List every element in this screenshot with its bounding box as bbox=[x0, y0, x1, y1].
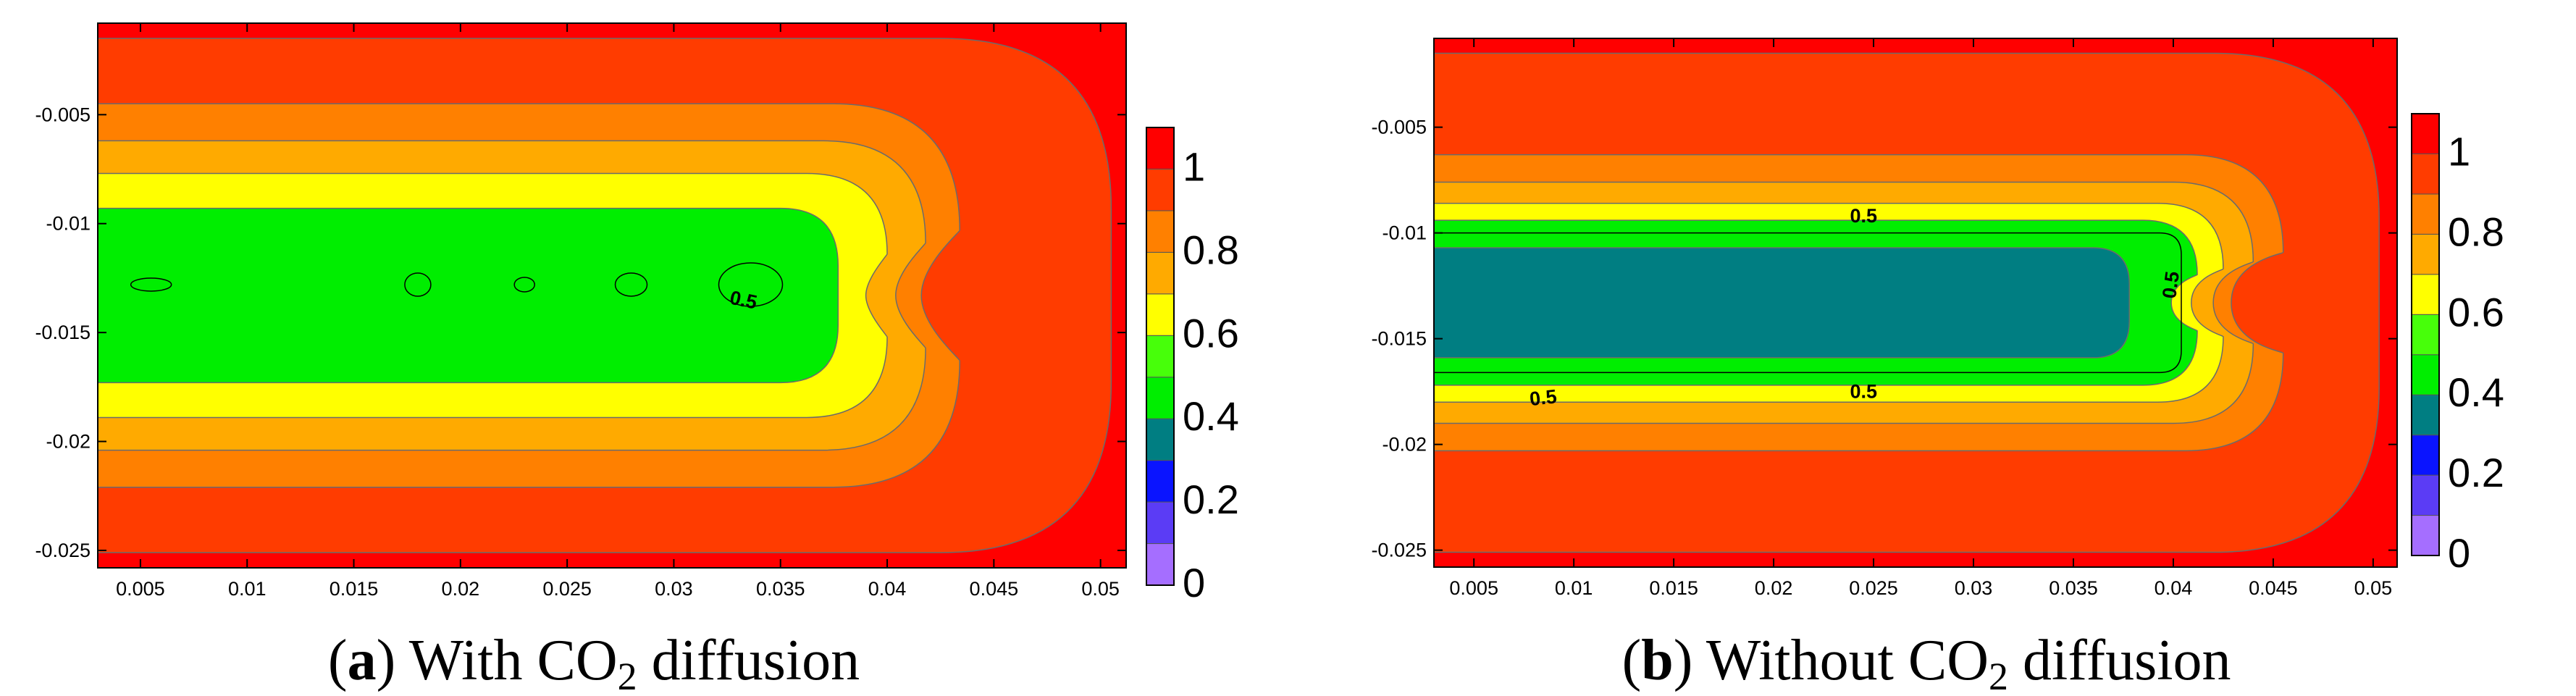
colorbar-swatch bbox=[2411, 113, 2440, 154]
colorbar-swatch bbox=[1146, 543, 1175, 586]
contour-panel-a: 0.005 0.01 0.015 0.02 0.025 0.03 0.035 0.04 0.04… bbox=[35, 22, 1239, 696]
contour-panel-b: 0.005 0.01 0.015 0.02 0.025 0.03 0.035 0.04 0.04… bbox=[1371, 38, 2504, 696]
colorbar-swatch bbox=[1146, 460, 1175, 503]
colorbar-swatch bbox=[2411, 274, 2440, 315]
caption-subscript: 2 bbox=[1989, 655, 2008, 696]
colorbar-frame bbox=[1146, 127, 1175, 586]
caption-subscript: 2 bbox=[618, 655, 637, 696]
y-tick-label: -0.005 bbox=[1371, 117, 1427, 138]
y-tick-label: -0.02 bbox=[1382, 434, 1427, 456]
x-tick-label: 0.03 bbox=[655, 578, 693, 600]
x-tick-label: 0.045 bbox=[970, 578, 1019, 600]
caption-tag-letter: b bbox=[1641, 629, 1674, 692]
colorbar-tick-label: 1 bbox=[1183, 143, 1205, 189]
contour-line-0.5 bbox=[130, 277, 172, 292]
colorbar-tick-label: 0.4 bbox=[1183, 393, 1239, 439]
y-tick-label: -0.015 bbox=[35, 322, 91, 343]
colorbar-swatch bbox=[2411, 354, 2440, 395]
colorbar-swatch bbox=[1146, 127, 1175, 169]
colorbar-swatch bbox=[1146, 501, 1175, 545]
x-tick-label: 0.015 bbox=[1649, 577, 1698, 599]
contour-line-0.5 bbox=[718, 262, 784, 307]
colorbar-tick-label: 1 bbox=[2448, 128, 2470, 174]
x-tick-label: 0.035 bbox=[756, 578, 805, 600]
colorbar: 0 0.2 0.4 0.6 0.8 1 bbox=[1146, 127, 1239, 605]
colorbar-tick-label: 0.4 bbox=[2448, 369, 2504, 415]
x-tick-label: 0.04 bbox=[868, 578, 907, 600]
colorbar-swatch bbox=[2411, 474, 2440, 516]
x-tick-label: 0.01 bbox=[228, 578, 267, 600]
x-tick-label: 0.015 bbox=[330, 578, 379, 600]
panel-caption: (b) Without CO2 diffusion bbox=[1622, 629, 2231, 696]
x-tick-label: 0.025 bbox=[542, 578, 592, 600]
colorbar-swatch bbox=[1146, 210, 1175, 253]
x-tick-label: 0.05 bbox=[2354, 577, 2393, 599]
colorbar-swatch bbox=[2411, 515, 2440, 556]
colorbar-swatch bbox=[2411, 193, 2440, 235]
x-tick-label: 0.01 bbox=[1555, 577, 1593, 599]
y-tick-label: -0.025 bbox=[35, 540, 91, 561]
contour-line-0.5 bbox=[614, 272, 648, 297]
contour-line-0.5 bbox=[513, 277, 535, 293]
caption-tag-letter: a bbox=[348, 629, 377, 692]
y-tick-label: -0.01 bbox=[1382, 222, 1427, 244]
contour-label: 0.5 bbox=[2158, 270, 2183, 300]
contour-band-0.5 bbox=[98, 207, 839, 384]
contour-line-0.5 bbox=[1434, 232, 2182, 374]
contour-label: 0.5 bbox=[1850, 205, 1877, 227]
colorbar-swatch bbox=[1146, 168, 1175, 211]
plot-frame bbox=[97, 22, 1127, 569]
colorbar-swatch bbox=[2411, 435, 2440, 476]
y-tick-label: -0.02 bbox=[46, 431, 91, 453]
x-tick-label: 0.02 bbox=[442, 578, 480, 600]
colorbar-swatch bbox=[1146, 251, 1175, 295]
y-tick-label: -0.005 bbox=[35, 104, 91, 125]
colorbar-swatch bbox=[2411, 233, 2440, 275]
x-tick-label: 0.05 bbox=[1081, 578, 1120, 600]
colorbar-swatch bbox=[1146, 293, 1175, 336]
y-tick-label: -0.01 bbox=[46, 213, 91, 235]
contour-label: 0.5 bbox=[1529, 385, 1558, 410]
contour-line-0.5 bbox=[404, 272, 432, 297]
x-tick-label: 0.045 bbox=[2249, 577, 2298, 599]
colorbar-frame bbox=[2411, 113, 2440, 556]
x-tick-label: 0.02 bbox=[1755, 577, 1793, 599]
panel-caption: (a) With CO2 diffusion bbox=[328, 629, 860, 696]
colorbar-tick-label: 0 bbox=[2448, 530, 2470, 576]
colorbar-tick-label: 0.2 bbox=[2448, 450, 2504, 495]
colorbar-swatch bbox=[2411, 314, 2440, 356]
colorbar: 0 0.2 0.4 0.6 0.8 1 bbox=[2411, 113, 2504, 576]
colorbar-tick-label: 0.6 bbox=[1183, 310, 1239, 356]
colorbar-tick-label: 0.2 bbox=[1183, 477, 1239, 522]
colorbar-tick-label: 0.6 bbox=[2448, 289, 2504, 335]
contour-label: 0.5 bbox=[1850, 380, 1877, 402]
x-tick-label: 0.035 bbox=[2049, 577, 2098, 599]
x-tick-label: 0.005 bbox=[116, 578, 165, 600]
colorbar-swatch bbox=[1146, 335, 1175, 378]
colorbar-swatch bbox=[1146, 418, 1175, 461]
x-tick-label: 0.025 bbox=[1849, 577, 1898, 599]
contour-field bbox=[98, 23, 1126, 568]
colorbar-swatch bbox=[2411, 153, 2440, 195]
colorbar-tick-label: 0.8 bbox=[2448, 209, 2504, 254]
y-tick-label: -0.015 bbox=[1371, 328, 1427, 350]
x-tick-label: 0.04 bbox=[2155, 577, 2193, 599]
x-tick-label: 0.03 bbox=[1955, 577, 1993, 599]
y-tick-label: -0.025 bbox=[1371, 540, 1427, 561]
x-tick-label: 0.005 bbox=[1449, 577, 1498, 599]
contour-band-0.3 bbox=[1434, 247, 2130, 359]
colorbar-swatch bbox=[1146, 377, 1175, 419]
colorbar-swatch bbox=[2411, 394, 2440, 436]
contour-field bbox=[1434, 38, 2397, 567]
colorbar-tick-label: 0 bbox=[1183, 560, 1205, 605]
plot-frame bbox=[1433, 38, 2398, 568]
colorbar-tick-label: 0.8 bbox=[1183, 227, 1239, 272]
